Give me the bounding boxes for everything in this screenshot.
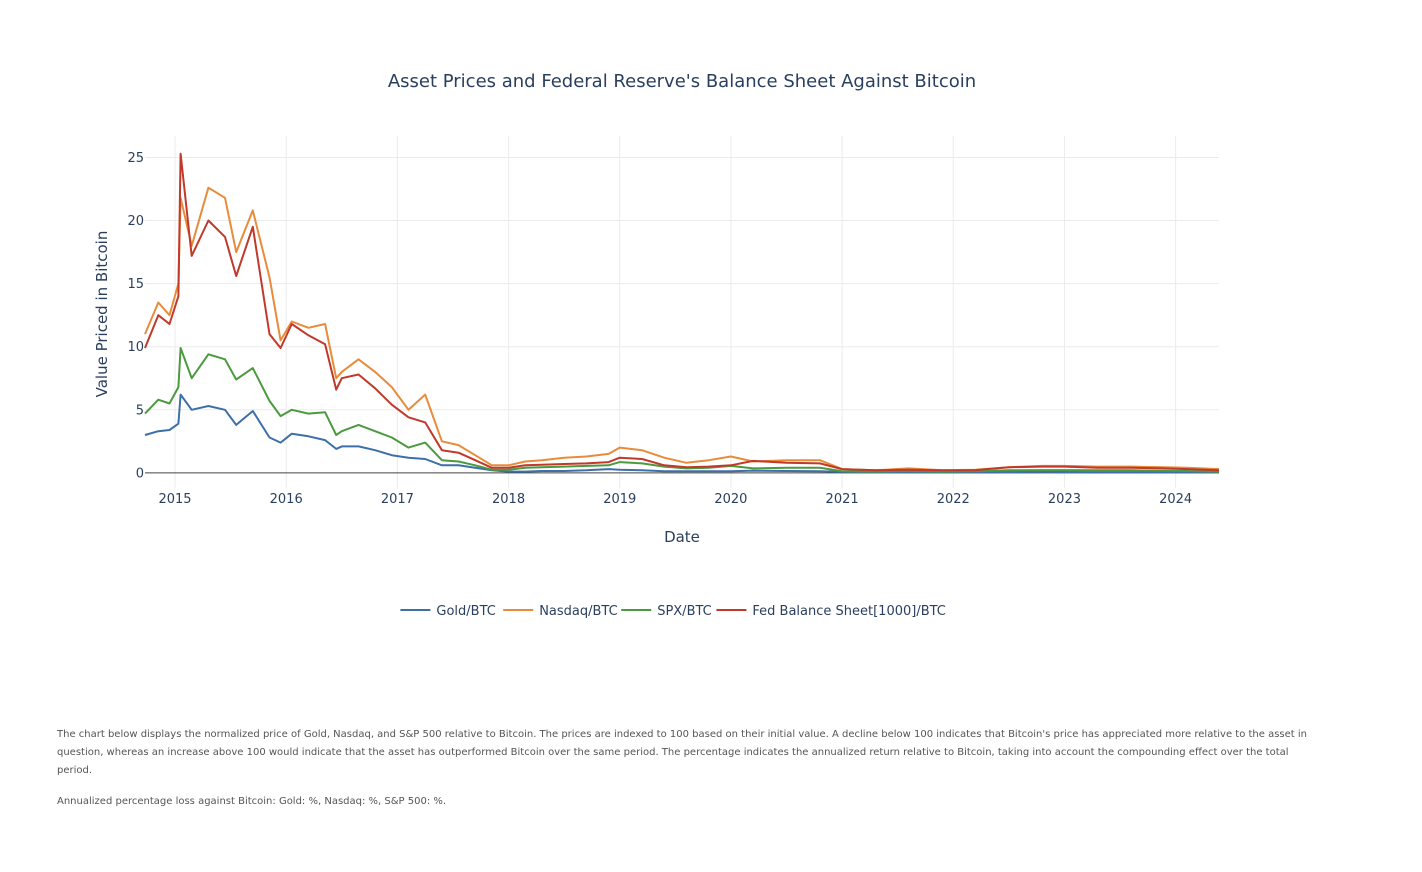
series-line-3 <box>144 152 1220 472</box>
y-tick-label: 0 <box>136 466 144 481</box>
series-line-1 <box>144 186 1220 472</box>
x-tick-label: 2023 <box>1048 492 1081 507</box>
annualized-loss-note: Annualized percentage loss against Bitco… <box>57 796 447 807</box>
x-tick-label: 2020 <box>714 492 747 507</box>
x-grid <box>174 136 1177 488</box>
legend-item[interactable]: SPX/BTC <box>621 604 712 619</box>
chart-title: Asset Prices and Federal Reserve's Balan… <box>388 71 976 92</box>
chart-description: The chart below displays the normalized … <box>57 729 1307 776</box>
y-tick-label: 15 <box>127 277 144 292</box>
x-tick-label: 2021 <box>826 492 859 507</box>
x-tick-label: 2017 <box>381 492 414 507</box>
y-tick-labels: 0 5 10 15 20 25 <box>127 151 144 481</box>
y-tick-label: 20 <box>127 214 144 229</box>
legend-label: SPX/BTC <box>657 604 712 619</box>
legend-label: Nasdaq/BTC <box>539 604 618 619</box>
x-tick-label: 2024 <box>1159 492 1192 507</box>
x-tick-label: 2019 <box>603 492 636 507</box>
y-grid <box>145 156 1219 474</box>
x-tick-label: 2018 <box>492 492 525 507</box>
series-lines <box>144 152 1220 474</box>
x-tick-label: 2016 <box>270 492 303 507</box>
series-line-2 <box>144 347 1220 473</box>
y-tick-label: 25 <box>127 151 144 166</box>
y-tick-label: 5 <box>136 403 144 418</box>
x-tick-label: 2022 <box>937 492 970 507</box>
x-tick-labels: 2015 2016 2017 2018 2019 2020 2021 2022 2023 2024 <box>158 492 1192 507</box>
x-tick-label: 2015 <box>158 492 191 507</box>
legend-item[interactable]: Fed Balance Sheet[1000]/BTC <box>716 604 946 619</box>
legend[interactable]: Gold/BTC Nasdaq/BTC SPX/BTC Fed Balance She… <box>400 604 946 619</box>
y-axis-title: Value Priced in Bitcoin <box>93 231 111 398</box>
legend-label: Fed Balance Sheet[1000]/BTC <box>752 604 946 619</box>
legend-label: Gold/BTC <box>436 604 495 619</box>
x-axis-title: Date <box>664 528 700 546</box>
legend-item[interactable]: Gold/BTC <box>400 604 496 619</box>
legend-item[interactable]: Nasdaq/BTC <box>503 604 618 619</box>
y-tick-label: 10 <box>127 340 144 355</box>
